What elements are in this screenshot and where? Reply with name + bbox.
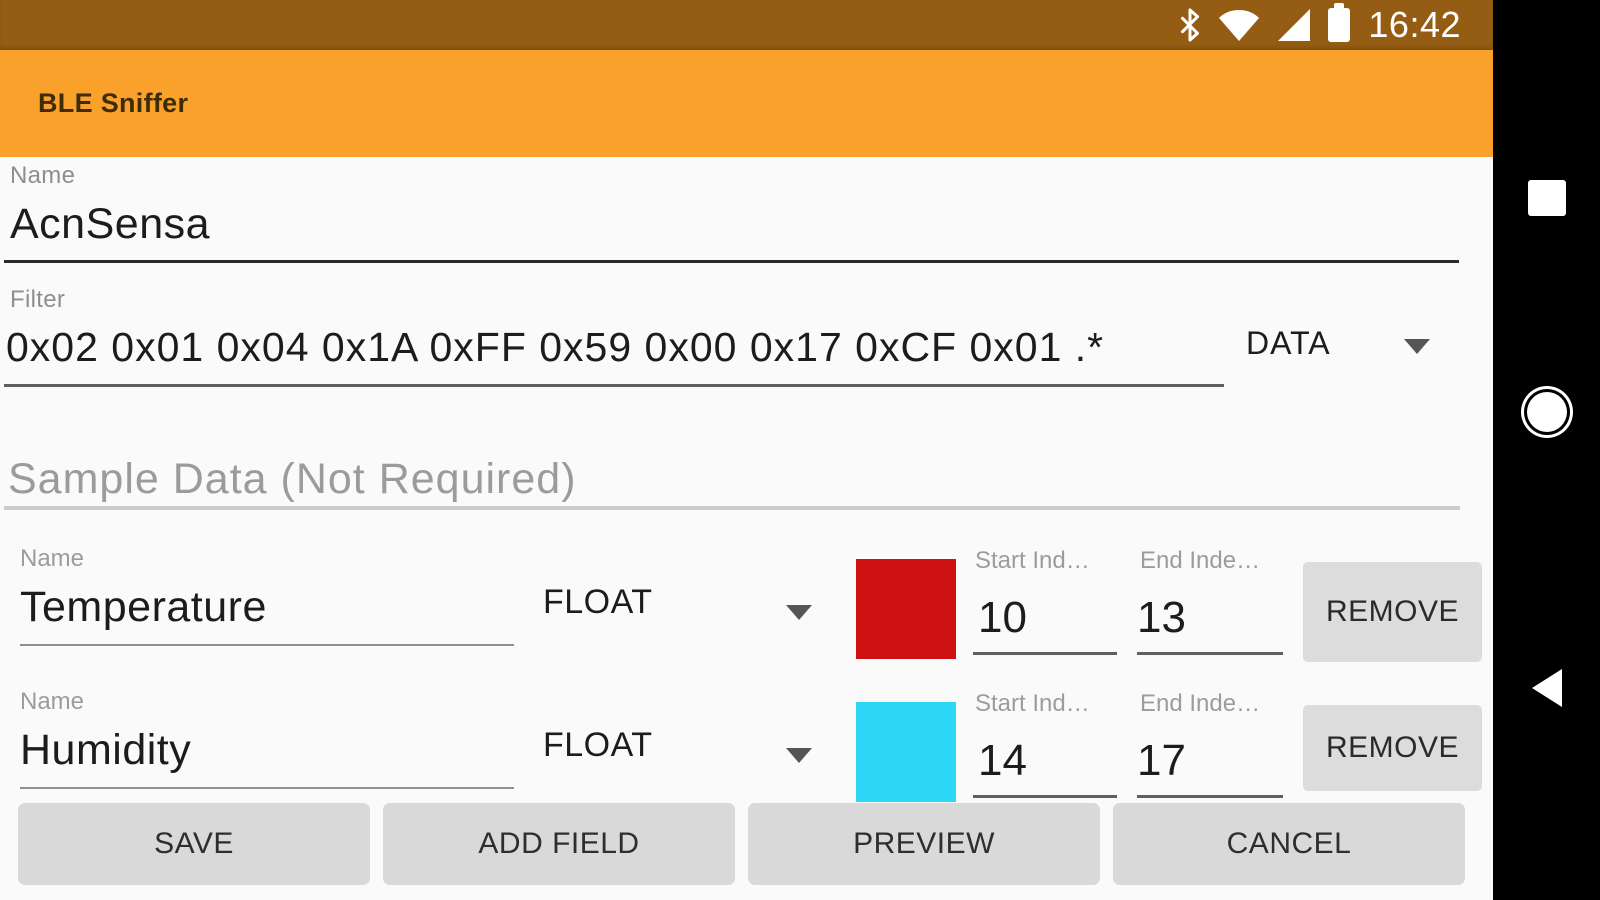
- field-name-input[interactable]: Humidity: [20, 726, 192, 774]
- start-index-input[interactable]: 14: [978, 736, 1027, 785]
- chevron-down-icon: [1404, 339, 1430, 354]
- battery-icon: [1328, 3, 1351, 42]
- chevron-down-icon: [786, 748, 812, 763]
- home-circle-icon: [1526, 392, 1567, 432]
- add-field-button[interactable]: ADD FIELD: [383, 803, 735, 885]
- device-name-input[interactable]: AcnSensa: [10, 200, 211, 248]
- start-index-underline: [973, 795, 1117, 798]
- recents-button[interactable]: [1493, 158, 1600, 238]
- form-content: Name AcnSensa Filter 0x02 0x01 0x04 0x1A…: [0, 157, 1493, 900]
- status-clock: 16:42: [1368, 4, 1461, 45]
- app-title: BLE Sniffer: [38, 88, 189, 118]
- field-type-selected-value: FLOAT: [543, 583, 653, 621]
- field-type-dropdown[interactable]: FLOAT: [543, 726, 813, 778]
- sample-data-underline: [4, 506, 1460, 510]
- android-navigation-bar: [1493, 0, 1600, 900]
- field-name-label: Name: [20, 545, 85, 572]
- field-row-humidity: Name Humidity FLOAT Start Ind… 14 End In…: [0, 688, 1493, 838]
- field-name-underline: [20, 644, 514, 646]
- field-type-dropdown[interactable]: FLOAT: [543, 583, 813, 635]
- start-index-label: Start Ind…: [975, 690, 1090, 717]
- filter-type-dropdown[interactable]: DATA: [1246, 325, 1430, 371]
- recents-square-icon: [1527, 180, 1566, 216]
- end-index-label: End Inde…: [1140, 690, 1261, 717]
- start-index-underline: [973, 652, 1117, 655]
- remove-field-button[interactable]: REMOVE: [1303, 562, 1482, 662]
- end-index-underline: [1137, 652, 1283, 655]
- field-color-swatch[interactable]: [856, 559, 956, 659]
- sample-data-input[interactable]: Sample Data (Not Required): [8, 455, 577, 503]
- start-index-label: Start Ind…: [975, 547, 1090, 574]
- cellular-signal-icon: [1278, 9, 1311, 41]
- field-type-selected-value: FLOAT: [543, 726, 653, 764]
- field-name-label: Name: [20, 688, 85, 715]
- app-bar: BLE Sniffer: [0, 50, 1493, 157]
- end-index-input[interactable]: 17: [1137, 736, 1186, 785]
- save-button[interactable]: SAVE: [18, 803, 370, 885]
- start-index-input[interactable]: 10: [978, 593, 1027, 642]
- chevron-down-icon: [786, 605, 812, 620]
- end-index-underline: [1137, 795, 1283, 798]
- preview-button[interactable]: PREVIEW: [748, 803, 1100, 885]
- field-name-underline: [20, 787, 514, 789]
- action-bar: SAVE ADD FIELD PREVIEW CANCEL: [0, 803, 1493, 885]
- back-triangle-icon: [1531, 669, 1562, 707]
- device-name-underline: [4, 260, 1459, 263]
- remove-field-button[interactable]: REMOVE: [1303, 705, 1482, 791]
- home-button[interactable]: [1493, 372, 1600, 452]
- status-bar: 16:42: [0, 0, 1493, 50]
- field-name-input[interactable]: Temperature: [20, 583, 267, 631]
- filter-underline: [4, 384, 1224, 387]
- back-button[interactable]: [1493, 648, 1600, 728]
- field-color-swatch[interactable]: [856, 702, 956, 802]
- filter-label: Filter: [10, 286, 66, 313]
- end-index-label: End Inde…: [1140, 547, 1261, 574]
- end-index-input[interactable]: 13: [1137, 593, 1186, 642]
- field-row-temperature: Name Temperature FLOAT Start Ind… 10 End…: [0, 545, 1493, 695]
- device-name-label: Name: [10, 162, 76, 189]
- filter-input[interactable]: 0x02 0x01 0x04 0x1A 0xFF 0x59 0x00 0x17 …: [6, 324, 1105, 370]
- cancel-button[interactable]: CANCEL: [1113, 803, 1465, 885]
- wifi-icon: [1218, 9, 1260, 41]
- bluetooth-icon: [1180, 8, 1200, 42]
- filter-type-selected-value: DATA: [1246, 325, 1331, 361]
